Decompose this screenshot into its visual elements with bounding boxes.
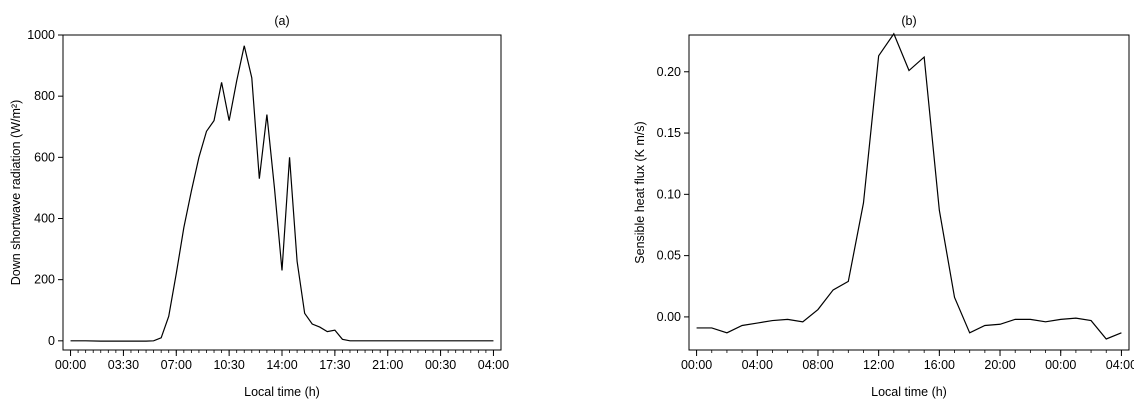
y-tick-label: 800	[34, 89, 55, 103]
y-tick-label: 0.15	[657, 126, 681, 140]
series-line	[70, 45, 494, 342]
y-tick-label: 400	[34, 211, 55, 225]
y-axis-label: Down shortwave radiation (W/m²)	[9, 100, 23, 285]
y-tick-label: 200	[34, 273, 55, 287]
x-tick-label: 14:00	[266, 358, 297, 372]
y-tick-label: 0.20	[657, 65, 681, 79]
series-line	[696, 32, 1122, 340]
x-tick-label: 00:00	[1045, 358, 1076, 372]
x-tick-label: 04:00	[742, 358, 773, 372]
x-axis-label: Local time (h)	[244, 385, 320, 399]
x-tick-label: 00:00	[55, 358, 86, 372]
chart-panel-a: (a) 0 200 400 600 800 1000 00:00 03:30 07:00 10:30…	[9, 14, 509, 399]
y-axis-label: Sensible heat flux (K m/s)	[633, 121, 647, 263]
x-tick-label: 12:00	[863, 358, 894, 372]
x-tick-label: 00:30	[425, 358, 456, 372]
x-tick-label: 00:00	[681, 358, 712, 372]
x-tick-label: 03:30	[108, 358, 139, 372]
chart-panel-b: (b) 0.00 0.05 0.10 0.15 0.20 00:00 04:00 08:00 12…	[633, 14, 1134, 399]
y-tick-label: 1000	[27, 28, 55, 42]
y-tick-label: 0.00	[657, 310, 681, 324]
x-tick-label: 17:30	[319, 358, 350, 372]
chart-title: (a)	[274, 14, 289, 28]
y-tick-label: 0	[48, 334, 55, 348]
x-tick-label: 21:00	[372, 358, 403, 372]
chart-title: (b)	[901, 14, 916, 28]
y-tick-label: 600	[34, 150, 55, 164]
x-tick-label: 16:00	[924, 358, 955, 372]
x-tick-label: 10:30	[213, 358, 244, 372]
y-tick-label: 0.05	[657, 249, 681, 263]
y-tick-label: 0.10	[657, 187, 681, 201]
x-tick-label: 20:00	[984, 358, 1015, 372]
x-tick-label: 08:00	[802, 358, 833, 372]
x-axis-label: Local time (h)	[871, 385, 947, 399]
plot-frame	[62, 34, 502, 351]
x-tick-label: 04:00	[478, 358, 509, 372]
x-tick-label: 04:00	[1106, 358, 1134, 372]
plot-frame	[688, 34, 1130, 351]
x-tick-label: 07:00	[161, 358, 192, 372]
